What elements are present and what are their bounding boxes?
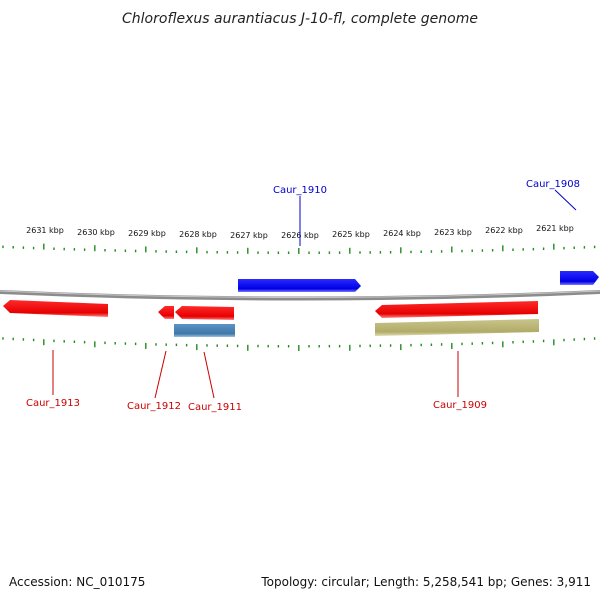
scale-label: 2630 kbp <box>77 228 115 237</box>
gene-feature[interactable] <box>375 301 538 318</box>
scale-label: 2629 kbp <box>128 229 166 238</box>
scale-label: 2627 kbp <box>230 231 268 240</box>
scale-label: 2622 kbp <box>485 226 523 235</box>
genome-backbone <box>0 290 600 301</box>
gene-feature[interactable] <box>238 279 361 292</box>
misc-feature[interactable] <box>375 319 539 336</box>
label-leader <box>554 189 577 211</box>
map-title: Chloroflexus aurantiacus J-10-fl, comple… <box>122 11 478 27</box>
gene-label[interactable]: Caur_1912 <box>127 401 181 412</box>
label-leader <box>154 350 167 399</box>
label-leader <box>203 351 215 399</box>
gene-label[interactable]: Caur_1908 <box>526 179 580 190</box>
scale-label: 2624 kbp <box>383 229 421 238</box>
gene-feature[interactable] <box>560 271 599 285</box>
gene-label[interactable]: Caur_1910 <box>273 185 327 196</box>
rna-feature[interactable] <box>174 324 235 337</box>
genome-summary-text: Topology: circular; Length: 5,258,541 bp… <box>260 575 591 589</box>
scale-ticks-top <box>2 243 596 254</box>
gene-label[interactable]: Caur_1909 <box>433 400 487 411</box>
gene-feature[interactable] <box>175 306 234 320</box>
scale-ticks-bottom <box>2 337 596 351</box>
scale-label: 2621 kbp <box>536 224 574 233</box>
scale-label: 2623 kbp <box>434 228 472 237</box>
scale-label: 2631 kbp <box>26 226 64 235</box>
gene-feature[interactable] <box>3 300 108 317</box>
accession-text: Accession: NC_010175 <box>9 575 145 589</box>
genome-backbone-highlight <box>0 290 600 298</box>
gene-label[interactable]: Caur_1911 <box>188 402 242 413</box>
gene-label[interactable]: Caur_1913 <box>26 398 80 409</box>
gene-feature[interactable] <box>158 306 174 319</box>
scale-label: 2628 kbp <box>179 230 217 239</box>
scale-label: 2625 kbp <box>332 230 370 239</box>
